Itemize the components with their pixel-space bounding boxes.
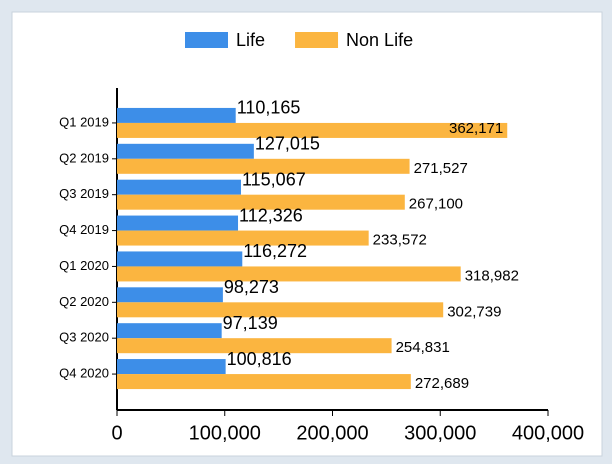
bar xyxy=(117,179,241,195)
y-tick-label: Q2 2020 xyxy=(59,294,109,309)
legend-label: Non Life xyxy=(346,30,413,50)
legend-swatch xyxy=(295,32,339,48)
value-label: 302,739 xyxy=(447,303,501,320)
value-label: 112,326 xyxy=(239,205,303,225)
y-tick-label: Q3 2019 xyxy=(59,186,109,201)
bar xyxy=(117,122,508,138)
bar xyxy=(117,374,411,390)
bar xyxy=(117,215,239,231)
bar xyxy=(117,359,226,375)
value-label: 318,982 xyxy=(465,267,519,284)
bar xyxy=(117,143,254,159)
x-tick-label: 0 xyxy=(111,422,122,444)
value-label: 254,831 xyxy=(396,339,450,356)
value-label: 97,139 xyxy=(223,313,278,333)
value-label: 98,273 xyxy=(224,277,279,297)
value-label: 267,100 xyxy=(409,196,463,213)
value-label: 127,015 xyxy=(255,134,320,154)
bar xyxy=(117,158,410,174)
bar xyxy=(117,323,222,339)
x-tick-label: 400,000 xyxy=(512,422,584,444)
value-label: 233,572 xyxy=(373,232,427,249)
y-tick-label: Q2 2019 xyxy=(59,150,109,165)
y-tick-label: Q1 2020 xyxy=(59,258,109,273)
value-label: 115,067 xyxy=(242,169,306,189)
y-tick-label: Q1 2019 xyxy=(59,114,109,129)
bar xyxy=(117,302,444,318)
y-tick-label: Q4 2019 xyxy=(59,222,109,237)
y-tick-label: Q4 2020 xyxy=(59,366,109,381)
legend-label: Life xyxy=(236,30,265,50)
bar xyxy=(117,266,461,282)
value-label: 116,272 xyxy=(243,241,307,261)
value-label: 362,171 xyxy=(449,120,503,137)
bar xyxy=(117,338,392,354)
value-label: 100,816 xyxy=(227,349,292,369)
bar xyxy=(117,194,405,210)
x-tick-label: 300,000 xyxy=(404,422,476,444)
x-tick-label: 200,000 xyxy=(296,422,368,444)
legend-swatch xyxy=(185,32,228,48)
y-tick-label: Q3 2020 xyxy=(59,330,109,345)
bar xyxy=(117,251,243,267)
value-label: 110,165 xyxy=(237,98,301,118)
value-label: 271,527 xyxy=(414,160,468,177)
value-label: 272,689 xyxy=(415,375,469,392)
x-tick-label: 100,000 xyxy=(189,422,261,444)
bar xyxy=(117,107,236,123)
bar xyxy=(117,230,369,246)
bar xyxy=(117,287,223,303)
